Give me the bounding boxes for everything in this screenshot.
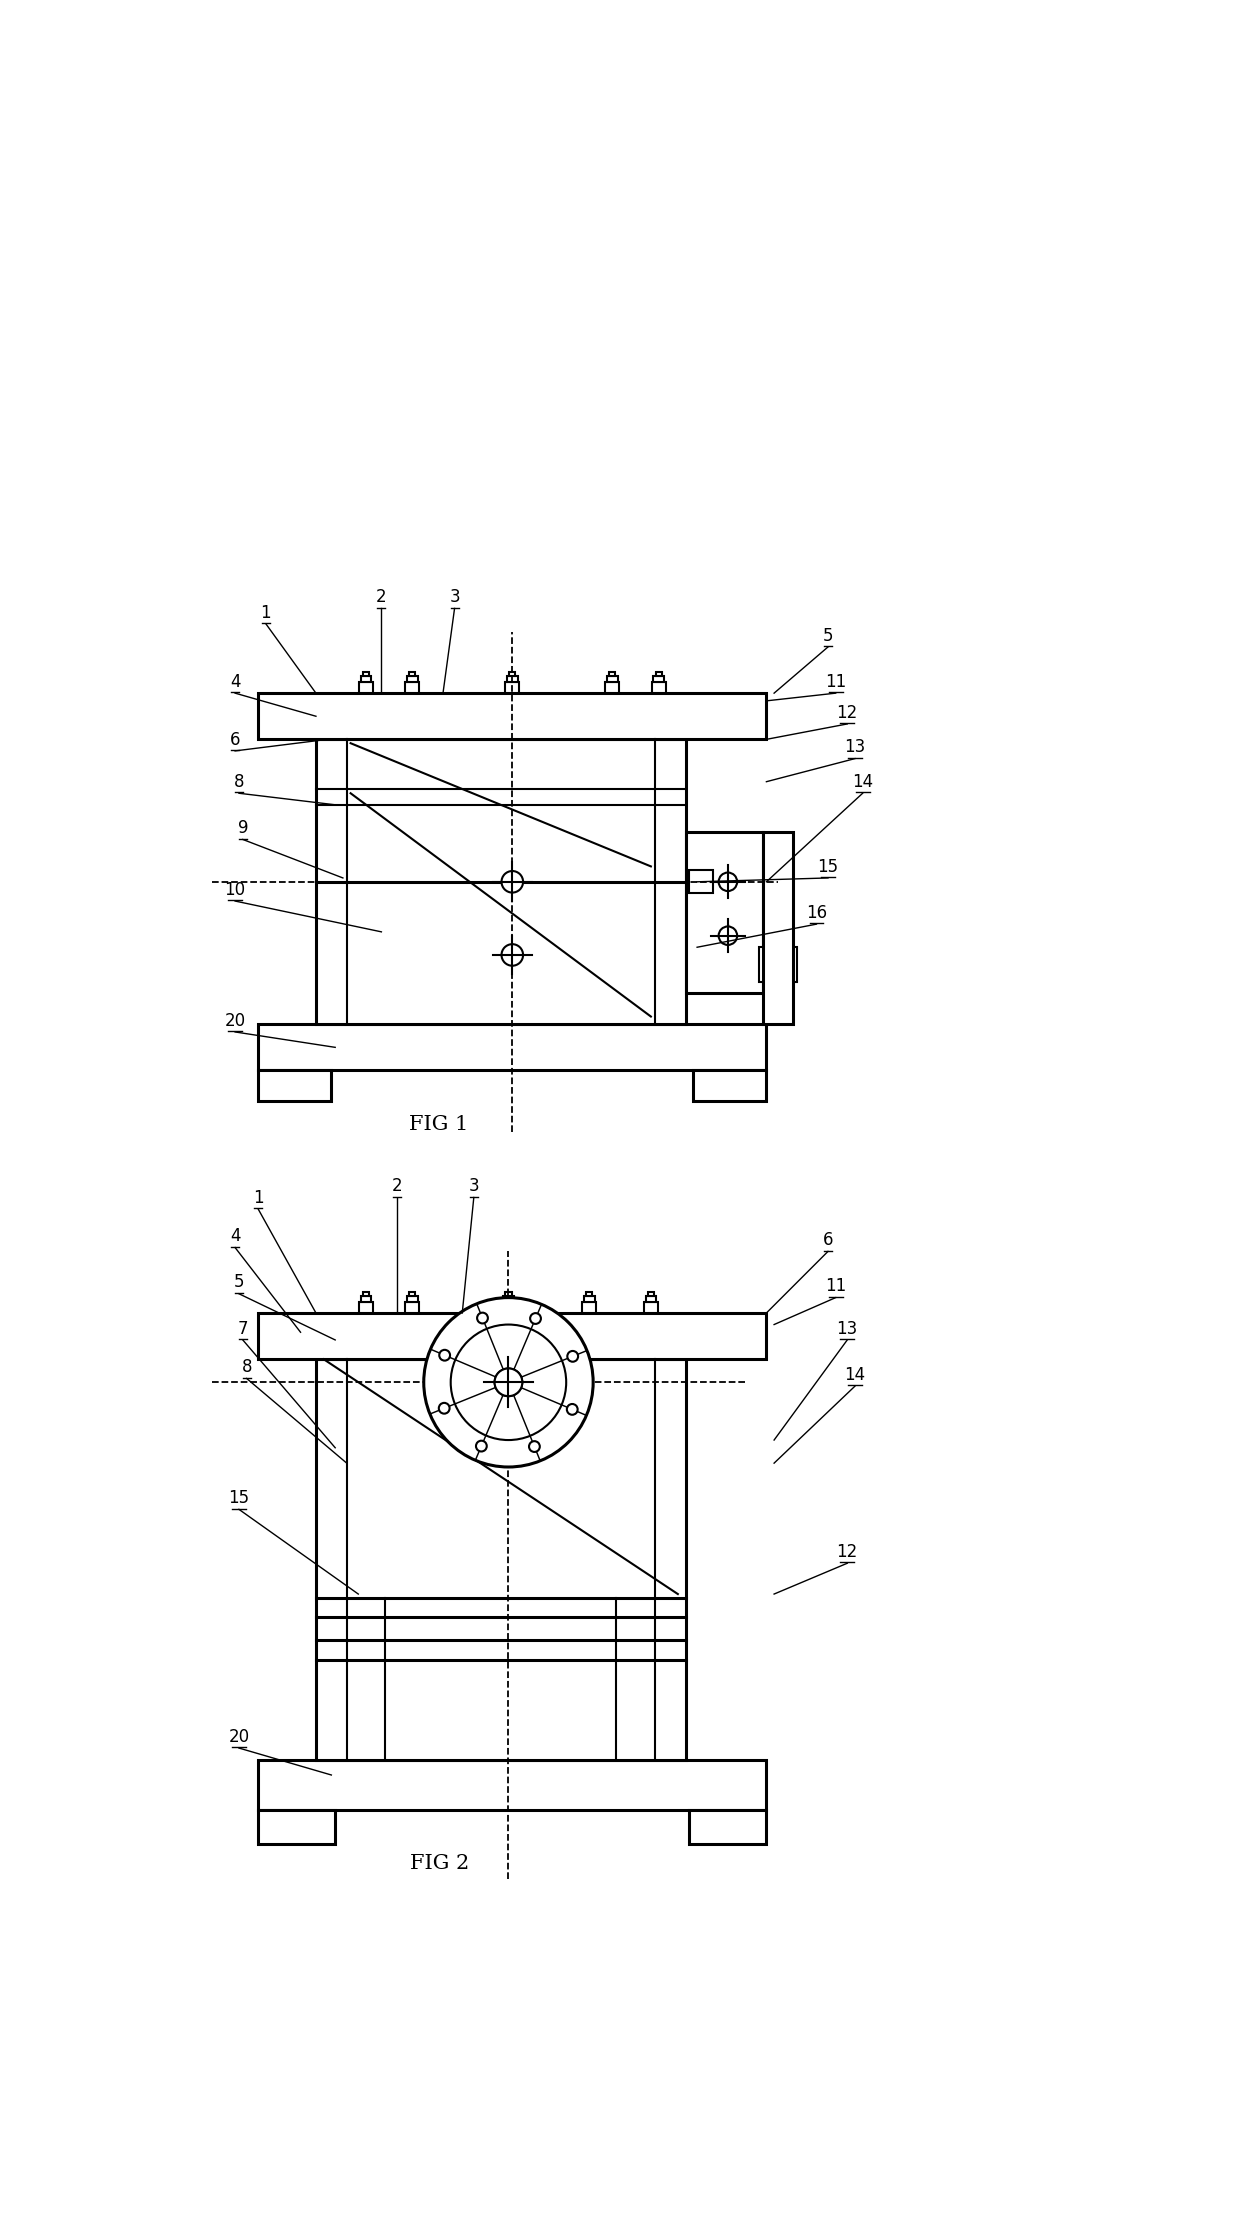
Circle shape <box>424 1298 593 1466</box>
Bar <box>689 870 713 893</box>
Circle shape <box>719 926 737 946</box>
Bar <box>361 676 372 682</box>
Text: 1: 1 <box>253 1189 264 1207</box>
Bar <box>584 1296 595 1302</box>
Circle shape <box>495 1369 522 1395</box>
Bar <box>605 682 619 693</box>
Bar <box>363 1291 370 1296</box>
Text: 20: 20 <box>228 1728 249 1745</box>
Text: 5: 5 <box>823 627 833 645</box>
Bar <box>759 948 797 981</box>
Text: 4: 4 <box>229 1227 241 1245</box>
Bar <box>609 673 615 676</box>
Bar <box>405 682 419 693</box>
Bar <box>258 1313 766 1360</box>
Bar <box>653 676 663 682</box>
Text: 6: 6 <box>229 731 241 749</box>
Bar <box>407 676 418 682</box>
Text: 7: 7 <box>238 1320 248 1338</box>
Bar <box>507 676 517 682</box>
Circle shape <box>501 944 523 966</box>
Text: 1: 1 <box>260 602 272 622</box>
Bar <box>506 682 520 693</box>
Text: 13: 13 <box>837 1320 858 1338</box>
Bar <box>316 1360 686 1759</box>
Bar <box>501 1302 516 1313</box>
Circle shape <box>439 1349 450 1360</box>
Text: 9: 9 <box>238 820 248 837</box>
Text: 2: 2 <box>392 1176 402 1196</box>
Circle shape <box>531 1313 541 1325</box>
Bar <box>656 673 662 676</box>
Text: 12: 12 <box>837 704 858 722</box>
Circle shape <box>719 873 737 890</box>
Text: 11: 11 <box>825 1278 847 1296</box>
Circle shape <box>568 1351 578 1362</box>
Text: 4: 4 <box>229 673 241 691</box>
Bar <box>258 693 766 740</box>
Bar <box>647 1291 653 1296</box>
Text: 15: 15 <box>228 1488 249 1506</box>
Bar <box>583 1302 596 1313</box>
Circle shape <box>501 870 523 893</box>
Bar <box>763 833 794 1023</box>
Text: 12: 12 <box>837 1544 858 1562</box>
Text: 20: 20 <box>224 1012 246 1030</box>
Circle shape <box>439 1402 450 1413</box>
Text: 11: 11 <box>825 673 847 691</box>
Bar <box>361 1296 372 1302</box>
Bar <box>316 740 686 1023</box>
Bar <box>686 833 763 995</box>
Text: 8: 8 <box>233 773 244 791</box>
Bar <box>503 1296 513 1302</box>
Text: 3: 3 <box>469 1176 479 1196</box>
Bar <box>693 1070 766 1101</box>
Bar <box>407 1296 418 1302</box>
Bar <box>587 1291 593 1296</box>
Bar <box>652 682 666 693</box>
Bar <box>258 1810 335 1845</box>
Text: 8: 8 <box>242 1358 252 1376</box>
Text: 5: 5 <box>233 1274 244 1291</box>
Text: FIG 1: FIG 1 <box>409 1114 469 1134</box>
Text: 6: 6 <box>823 1232 833 1249</box>
Bar <box>646 1296 656 1302</box>
Text: 14: 14 <box>844 1367 866 1384</box>
Text: 14: 14 <box>852 773 873 791</box>
Bar <box>360 1302 373 1313</box>
Bar <box>258 1070 331 1101</box>
Circle shape <box>567 1404 578 1415</box>
Circle shape <box>477 1313 487 1322</box>
Bar <box>510 673 516 676</box>
Text: 10: 10 <box>224 882 246 899</box>
Circle shape <box>529 1442 539 1453</box>
Bar <box>360 682 373 693</box>
Bar <box>409 1291 415 1296</box>
Bar <box>506 1291 512 1296</box>
Bar <box>363 673 370 676</box>
Text: 3: 3 <box>449 589 460 607</box>
Text: 13: 13 <box>844 738 866 755</box>
Bar <box>258 1759 766 1810</box>
Circle shape <box>495 1369 522 1395</box>
Circle shape <box>476 1440 487 1451</box>
Bar <box>409 673 415 676</box>
Text: 2: 2 <box>376 589 387 607</box>
Bar <box>689 1810 766 1845</box>
Bar <box>608 676 618 682</box>
Bar <box>405 1302 419 1313</box>
Text: 15: 15 <box>817 857 838 875</box>
Text: FIG 2: FIG 2 <box>409 1854 469 1874</box>
Bar <box>644 1302 658 1313</box>
Bar <box>258 1023 766 1070</box>
Text: 16: 16 <box>806 904 827 921</box>
